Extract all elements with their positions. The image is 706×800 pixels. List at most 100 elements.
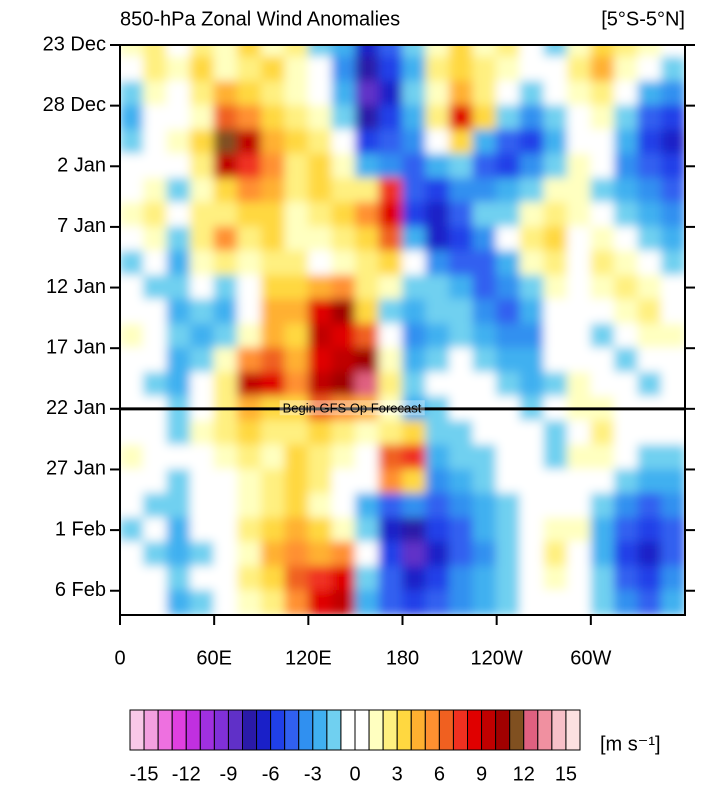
heatmap-cell bbox=[237, 105, 262, 131]
heatmap-cell bbox=[543, 347, 568, 373]
colorbar-box bbox=[270, 709, 286, 751]
colorbar-box bbox=[213, 709, 229, 751]
heatmap-cell bbox=[213, 226, 239, 252]
heatmap-cell bbox=[166, 226, 192, 252]
heatmap-cell bbox=[472, 153, 498, 179]
heatmap-cell bbox=[449, 177, 474, 204]
colorbar-tick-label: -6 bbox=[262, 763, 280, 785]
heatmap-cell bbox=[354, 177, 380, 204]
heatmap-cell bbox=[354, 226, 380, 252]
heatmap-cell bbox=[590, 226, 615, 252]
heatmap-cell bbox=[190, 444, 215, 470]
heatmap-cell bbox=[637, 299, 662, 325]
heatmap-cell bbox=[637, 590, 662, 615]
heatmap-cell bbox=[284, 105, 309, 131]
heatmap-cell bbox=[378, 226, 403, 252]
heatmap-cell bbox=[566, 56, 592, 82]
heatmap-cell bbox=[260, 250, 286, 276]
heatmap-cell bbox=[425, 493, 451, 519]
heatmap-cell bbox=[260, 517, 286, 543]
heatmap-cell bbox=[660, 468, 685, 495]
heatmap-cell bbox=[260, 45, 286, 58]
heatmap-cell bbox=[354, 323, 380, 349]
heatmap-cell bbox=[660, 420, 685, 446]
heatmap-cell bbox=[378, 565, 403, 592]
heatmap-cell bbox=[637, 105, 662, 131]
heatmap-cell bbox=[190, 420, 215, 446]
heatmap-cell bbox=[566, 274, 592, 301]
heatmap-cell bbox=[307, 420, 333, 446]
heatmap-cell bbox=[402, 565, 427, 592]
colorbar-box bbox=[396, 709, 412, 751]
heatmap-cell bbox=[260, 323, 286, 349]
heatmap-cell bbox=[378, 590, 403, 615]
heatmap-cell bbox=[213, 541, 239, 567]
heatmap-cell bbox=[543, 129, 568, 155]
colorbar-box bbox=[199, 709, 215, 751]
heatmap-cell bbox=[354, 250, 380, 276]
colorbar-box bbox=[143, 709, 159, 751]
x-tick-label: 0 bbox=[114, 647, 125, 669]
heatmap-cell bbox=[590, 153, 615, 179]
heatmap-cell bbox=[237, 493, 262, 519]
heatmap-cell bbox=[613, 153, 639, 179]
colorbar-box bbox=[551, 709, 567, 751]
heatmap-cell bbox=[331, 590, 356, 615]
heatmap-cell bbox=[260, 420, 286, 446]
heatmap-cell bbox=[120, 590, 145, 615]
heatmap-cell bbox=[519, 80, 545, 107]
heatmap-cell bbox=[472, 56, 498, 82]
heatmap-cell bbox=[143, 177, 168, 204]
heatmap-cell bbox=[143, 444, 168, 470]
heatmap-cell bbox=[143, 493, 168, 519]
heatmap-cell bbox=[284, 420, 309, 446]
heatmap-cell bbox=[519, 299, 545, 325]
heatmap-cell bbox=[496, 493, 521, 519]
heatmap-cell bbox=[237, 299, 262, 325]
heatmap-cell bbox=[543, 517, 568, 543]
heatmap-cell bbox=[190, 371, 215, 398]
heatmap-cell bbox=[354, 493, 380, 519]
heatmap-cell bbox=[472, 323, 498, 349]
heatmap-cell bbox=[402, 274, 427, 301]
heatmap-cell bbox=[378, 468, 403, 495]
heatmap-cell bbox=[472, 274, 498, 301]
heatmap-cell bbox=[331, 565, 356, 592]
heatmap-cell bbox=[120, 444, 145, 470]
heatmap-cell bbox=[590, 444, 615, 470]
colorbar-box bbox=[509, 709, 525, 751]
heatmap-cell bbox=[566, 541, 592, 567]
heatmap-cell bbox=[166, 56, 192, 82]
heatmap-cell bbox=[472, 444, 498, 470]
heatmap-cell bbox=[354, 468, 380, 495]
heatmap-cell bbox=[613, 323, 639, 349]
heatmap-cell bbox=[354, 541, 380, 567]
heatmap-cell bbox=[449, 468, 474, 495]
heatmap-cell bbox=[284, 371, 309, 398]
heatmap-cell bbox=[284, 323, 309, 349]
heatmap-cell bbox=[472, 468, 498, 495]
colorbar-box bbox=[354, 709, 370, 751]
heatmap-cell bbox=[120, 274, 145, 301]
heatmap-cell bbox=[496, 590, 521, 615]
heatmap-cell bbox=[496, 323, 521, 349]
heatmap-cell bbox=[449, 226, 474, 252]
heatmap-cell bbox=[143, 153, 168, 179]
heatmap-cell bbox=[378, 56, 403, 82]
heatmap-cell bbox=[378, 444, 403, 470]
heatmap-cell bbox=[378, 250, 403, 276]
heatmap-cell bbox=[213, 517, 239, 543]
heatmap-cell bbox=[590, 299, 615, 325]
heatmap-cell bbox=[543, 444, 568, 470]
heatmap-cell bbox=[519, 565, 545, 592]
heatmap-cell bbox=[519, 468, 545, 495]
y-tick-label: 6 Feb bbox=[55, 579, 106, 601]
heatmap-cell bbox=[637, 468, 662, 495]
heatmap-cell bbox=[637, 177, 662, 204]
heatmap-cell bbox=[260, 347, 286, 373]
colorbar-tick-label: 12 bbox=[513, 763, 535, 785]
heatmap-cell bbox=[143, 299, 168, 325]
heatmap-cell bbox=[543, 371, 568, 398]
heatmap-cell bbox=[213, 444, 239, 470]
